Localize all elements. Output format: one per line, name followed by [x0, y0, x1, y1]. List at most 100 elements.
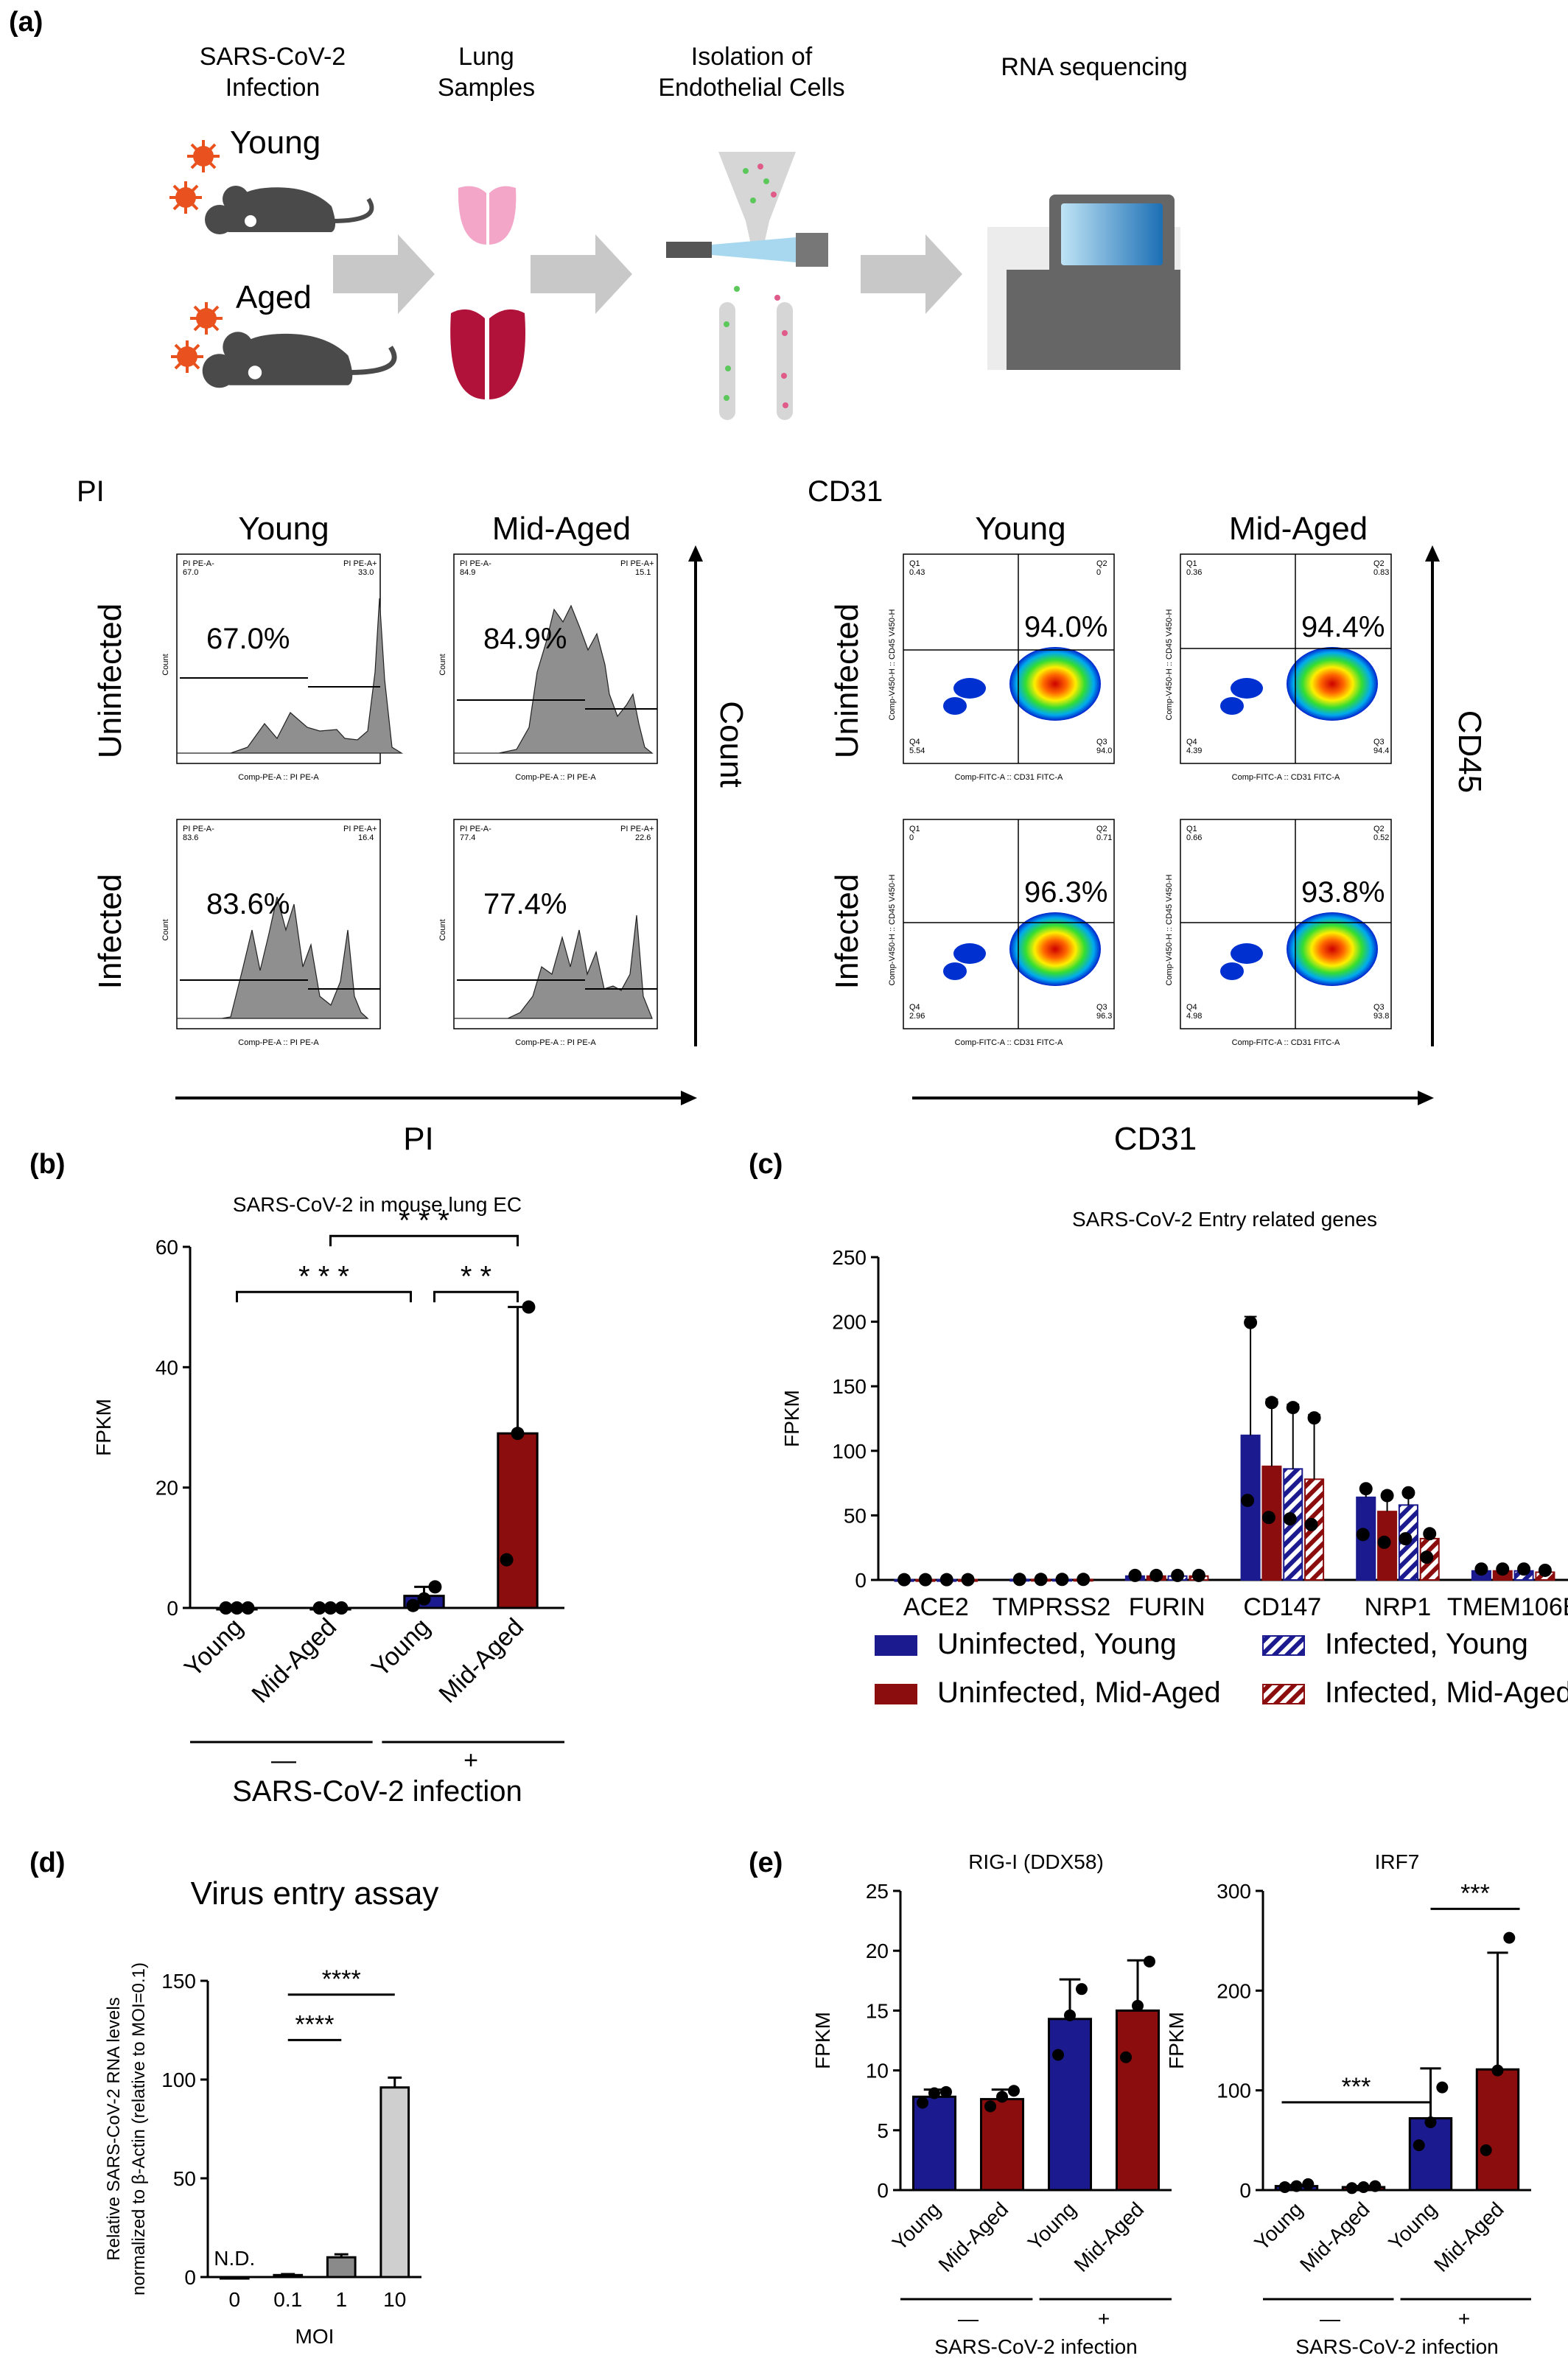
- pi-section-title: PI: [77, 475, 105, 508]
- bar: [219, 2276, 250, 2280]
- dotplot-ylabel: Comp-V450-H :: CD45 V450-H: [888, 874, 897, 985]
- data-point: [1055, 1573, 1069, 1587]
- arrow-icon: [531, 234, 632, 314]
- data-point: [1304, 1517, 1318, 1531]
- data-point: [928, 2087, 940, 2099]
- x-axis-label: SARS-CoV-2 infection: [232, 1775, 522, 1808]
- facs-sorter-icon: [666, 152, 828, 420]
- dotplot-ylabel: Comp-V450-H :: CD45 V450-H: [1165, 874, 1174, 985]
- q2-name: Q2: [1096, 559, 1107, 568]
- y-tick-label: 10: [866, 2060, 889, 2083]
- cd31-row-infected: Infected: [829, 874, 865, 990]
- pi-col-young: Young: [238, 511, 329, 547]
- y-tick-label: 50: [844, 1504, 867, 1527]
- q1-value: 0.43: [909, 568, 925, 577]
- chart-title: SARS-CoV-2 in mouse lung EC: [233, 1193, 522, 1216]
- flow-cytometry-section: PI CD31 Young Mid-Aged Young Mid-Aged Un…: [77, 475, 1488, 1157]
- data-point: [219, 1601, 233, 1615]
- data-point: [939, 1573, 953, 1587]
- gate-percentage: 84.9%: [483, 623, 567, 655]
- q4-name: Q4: [909, 1003, 920, 1012]
- data-point: [1052, 2049, 1065, 2061]
- data-point: [417, 1592, 431, 1606]
- density-satellite: [953, 678, 986, 699]
- significance-bracket: [433, 1290, 519, 1303]
- y-tick-label: 0: [184, 2266, 196, 2289]
- x-axis-label: SARS-CoV-2 infection: [934, 2335, 1137, 2358]
- category-label: TMPRSS2: [993, 1593, 1111, 1621]
- legend-label: Infected, Mid-Aged: [1325, 1676, 1568, 1709]
- histogram-ylabel: Count: [161, 654, 170, 675]
- panel-label-d: (d): [29, 1847, 66, 1878]
- y-axis-label: FPKM: [92, 1399, 115, 1456]
- category-label: Mid-Aged: [1429, 2197, 1508, 2276]
- data-point: [1436, 2081, 1449, 2094]
- data-point: [1480, 2144, 1492, 2156]
- legend-label: Uninfected, Young: [937, 1628, 1177, 1660]
- data-point: [917, 2097, 929, 2109]
- y-tick-label: 5: [877, 2119, 889, 2142]
- density-satellite: [943, 697, 967, 715]
- lung-young-icon: [458, 186, 517, 245]
- category-label: Young: [1384, 2197, 1441, 2254]
- category-label: Young: [366, 1613, 435, 1682]
- data-point: [961, 1573, 975, 1587]
- bar: [497, 1432, 539, 1609]
- data-point: [897, 1573, 911, 1587]
- data-point: [1075, 1983, 1088, 1996]
- cd31-col-young: Young: [975, 511, 1065, 547]
- data-point: [1264, 1396, 1278, 1410]
- data-point: [1356, 1528, 1370, 1542]
- y-tick-label: 15: [866, 1999, 889, 2022]
- data-point: [996, 2091, 1008, 2103]
- significance-label: * * *: [399, 1204, 449, 1237]
- dotplot-ylabel: Comp-V450-H :: CD45 V450-H: [888, 609, 897, 720]
- gate-right-value: 22.6: [635, 833, 651, 842]
- step3-label-line1: Isolation of: [691, 43, 813, 71]
- q4-value: 5.54: [909, 746, 925, 755]
- category-label: Young: [179, 1613, 248, 1682]
- gate-right-value: 33.0: [358, 568, 374, 577]
- data-point: [1120, 2051, 1133, 2063]
- y-axis-label: FPKM: [811, 2012, 834, 2069]
- y-tick-label: 25: [866, 1880, 889, 1903]
- data-point: [1359, 1482, 1373, 1496]
- dotplot-ylabel: Comp-V450-H :: CD45 V450-H: [1165, 609, 1174, 720]
- workflow-diagram: SARS-CoV-2 Infection Lung Samples Isolat…: [168, 43, 1188, 420]
- q4-value: 4.39: [1186, 746, 1202, 755]
- cd31-row-uninfected: Uninfected: [829, 604, 865, 758]
- significance-label: ****: [322, 1965, 361, 1993]
- y-tick-label: 20: [866, 1940, 889, 1962]
- y-tick-label: 100: [1217, 2080, 1251, 2102]
- bar: [1240, 1434, 1261, 1581]
- young-mouse-icon: [205, 186, 371, 234]
- category-label: Mid-Aged: [1295, 2197, 1374, 2276]
- data-point: [1302, 2178, 1315, 2190]
- y-tick-label: 250: [832, 1246, 867, 1269]
- y-axis-label: normalized to β-Actin (relative to MOI=0…: [129, 1962, 149, 2295]
- data-point: [1496, 1562, 1510, 1576]
- density-satellite: [1231, 943, 1263, 964]
- histogram-ylabel: Count: [438, 654, 447, 675]
- legend-swatch: [875, 1635, 917, 1656]
- q2-value: 0.71: [1096, 833, 1112, 842]
- q4-name: Q4: [1186, 1003, 1197, 1012]
- aged-mouse-label: Aged: [236, 279, 312, 315]
- axis-arrows: [175, 545, 1440, 1105]
- category-label: NRP1: [1365, 1593, 1432, 1621]
- q3-percentage: 94.4%: [1301, 611, 1385, 643]
- y-tick-label: 60: [155, 1236, 178, 1259]
- y-tick-label: 40: [155, 1356, 178, 1379]
- data-point: [1345, 2182, 1358, 2195]
- y-tick-label: 100: [161, 2068, 196, 2091]
- histogram-ylabel: Count: [438, 919, 447, 940]
- cd31-col-midaged: Mid-Aged: [1229, 511, 1368, 547]
- density-satellite: [1231, 678, 1263, 699]
- data-point: [1064, 2009, 1076, 2021]
- data-point: [1077, 1573, 1091, 1587]
